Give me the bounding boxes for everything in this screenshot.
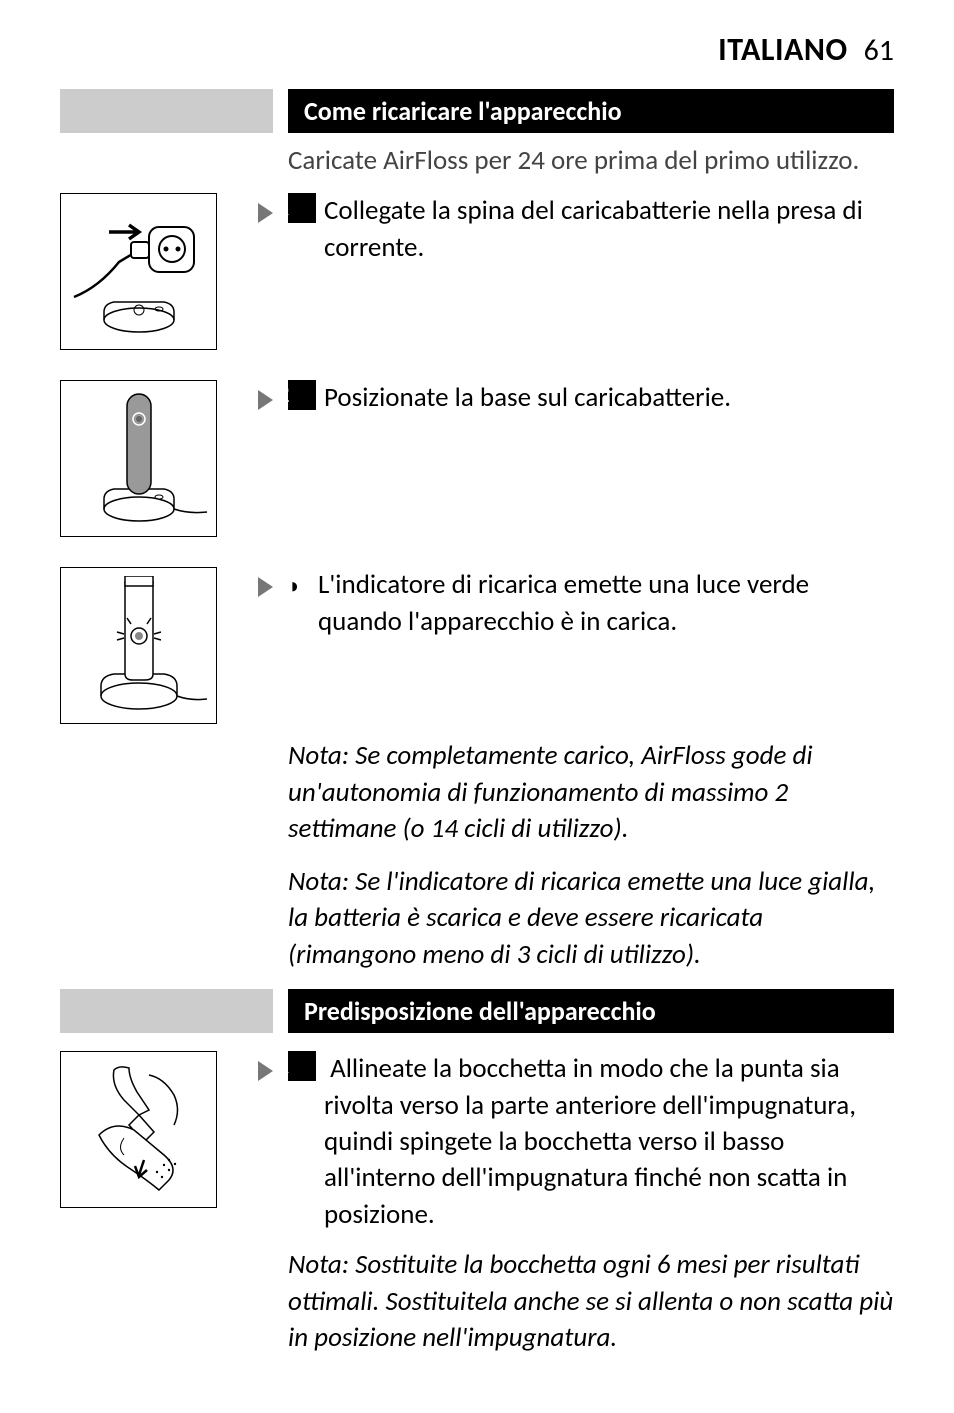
bullet-icon: ◗ [288, 567, 318, 601]
section-title-charging: Come ricaricare l'apparecchio [288, 89, 894, 133]
step-text: Posizionate la base sul caricabatterie. [324, 381, 731, 414]
step-text: Allineate la bocchetta in modo che la pu… [324, 1052, 856, 1231]
note-text: Nota: Sostituite la bocchetta ogni 6 mes… [288, 1247, 894, 1356]
figure-pointer-icon [258, 390, 273, 410]
note-text: Nota: Se l'indicatore di ricarica emette… [288, 864, 894, 973]
language-label: ITALIANO [718, 30, 847, 69]
note-text: Nota: Se completamente carico, AirFloss … [288, 738, 894, 847]
intro-text: Caricate AirFloss per 24 ore prima del p… [288, 143, 894, 179]
step-row-2: 2 Posizionate la base sul caricabatterie. [60, 380, 894, 537]
bullet-row: ◗ L'indicatore di ricarica emette una lu… [60, 567, 894, 724]
charging-light-icon [69, 576, 209, 716]
bullet-text: L'indicatore di ricarica emette una luce… [318, 567, 894, 640]
plug-outlet-icon [69, 202, 209, 342]
attach-nozzle-icon [69, 1060, 209, 1200]
figure-pointer-icon [258, 577, 273, 597]
handle-on-charger-icon [69, 389, 209, 529]
figure-place-handle [60, 380, 217, 537]
step-row-1: 1 Collegate la spina del caricabatterie n… [60, 193, 894, 350]
figure-attach-nozzle [60, 1051, 217, 1208]
step-number-badge: 1 [288, 193, 316, 223]
figure-pointer-icon [258, 1061, 273, 1081]
figure-pointer-icon [258, 203, 273, 223]
step-row-prep-1: 1 Allineate la bocchetta in modo che la … [60, 1051, 894, 1233]
figure-charging-indicator [60, 567, 217, 724]
figure-plug-charger [60, 193, 217, 350]
section-title-preparation: Predisposizione dell'apparecchio [288, 989, 894, 1033]
page-number: 61 [864, 32, 894, 69]
step-number-badge: 1 [288, 1051, 316, 1081]
step-text: Collegate la spina del caricabatterie ne… [324, 194, 863, 263]
page-header: ITALIANO 61 [60, 30, 894, 69]
step-number-badge: 2 [288, 380, 316, 410]
